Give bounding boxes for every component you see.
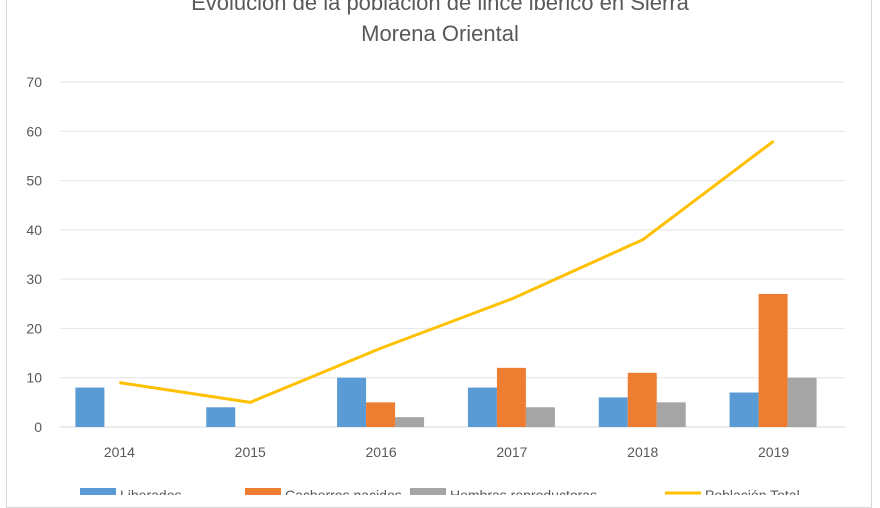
bar-hembras-reproductoras <box>657 402 686 427</box>
legend-swatch <box>410 488 446 495</box>
bar-cachorros-nacidos <box>628 373 657 427</box>
bar-liberados <box>337 378 366 427</box>
x-tick-label: 2016 <box>366 444 397 460</box>
x-tick-label: 2015 <box>235 444 266 460</box>
chart: Evolución de la población de lince ibéri… <box>0 0 880 495</box>
y-tick-label: 50 <box>26 173 42 189</box>
y-tick-label: 20 <box>26 320 42 336</box>
x-tick-label: 2017 <box>496 444 527 460</box>
legend-label: Cachorros nacidos <box>285 487 402 495</box>
x-tick-label: 2018 <box>627 444 658 460</box>
chart-title-line: Morena Oriental <box>361 21 519 46</box>
legend-label: Liberados <box>120 487 182 495</box>
x-tick-label: 2014 <box>104 444 135 460</box>
legend-swatch <box>245 488 281 495</box>
bar-cachorros-nacidos <box>497 368 526 427</box>
bar-hembras-reproductoras <box>395 417 424 427</box>
legend-label: Población Total <box>705 487 800 495</box>
bar-hembras-reproductoras <box>526 407 555 427</box>
bar-liberados <box>468 388 497 427</box>
y-tick-label: 30 <box>26 271 42 287</box>
y-tick-label: 40 <box>26 222 42 238</box>
bar-cachorros-nacidos <box>366 402 395 427</box>
chart-title-line: Evolución de la población de lince ibéri… <box>191 0 690 15</box>
y-tick-label: 60 <box>26 123 42 139</box>
legend-label: Hembras reproductoras <box>450 487 597 495</box>
y-tick-label: 10 <box>26 370 42 386</box>
y-tick-label: 0 <box>34 419 42 435</box>
bar-liberados <box>75 388 104 427</box>
bar-cachorros-nacidos <box>759 294 788 427</box>
x-tick-label: 2019 <box>758 444 789 460</box>
y-tick-label: 70 <box>26 74 42 90</box>
bar-hembras-reproductoras <box>788 378 817 427</box>
bar-liberados <box>730 393 759 428</box>
bar-liberados <box>599 397 628 427</box>
legend-swatch <box>80 488 116 495</box>
bar-liberados <box>206 407 235 427</box>
